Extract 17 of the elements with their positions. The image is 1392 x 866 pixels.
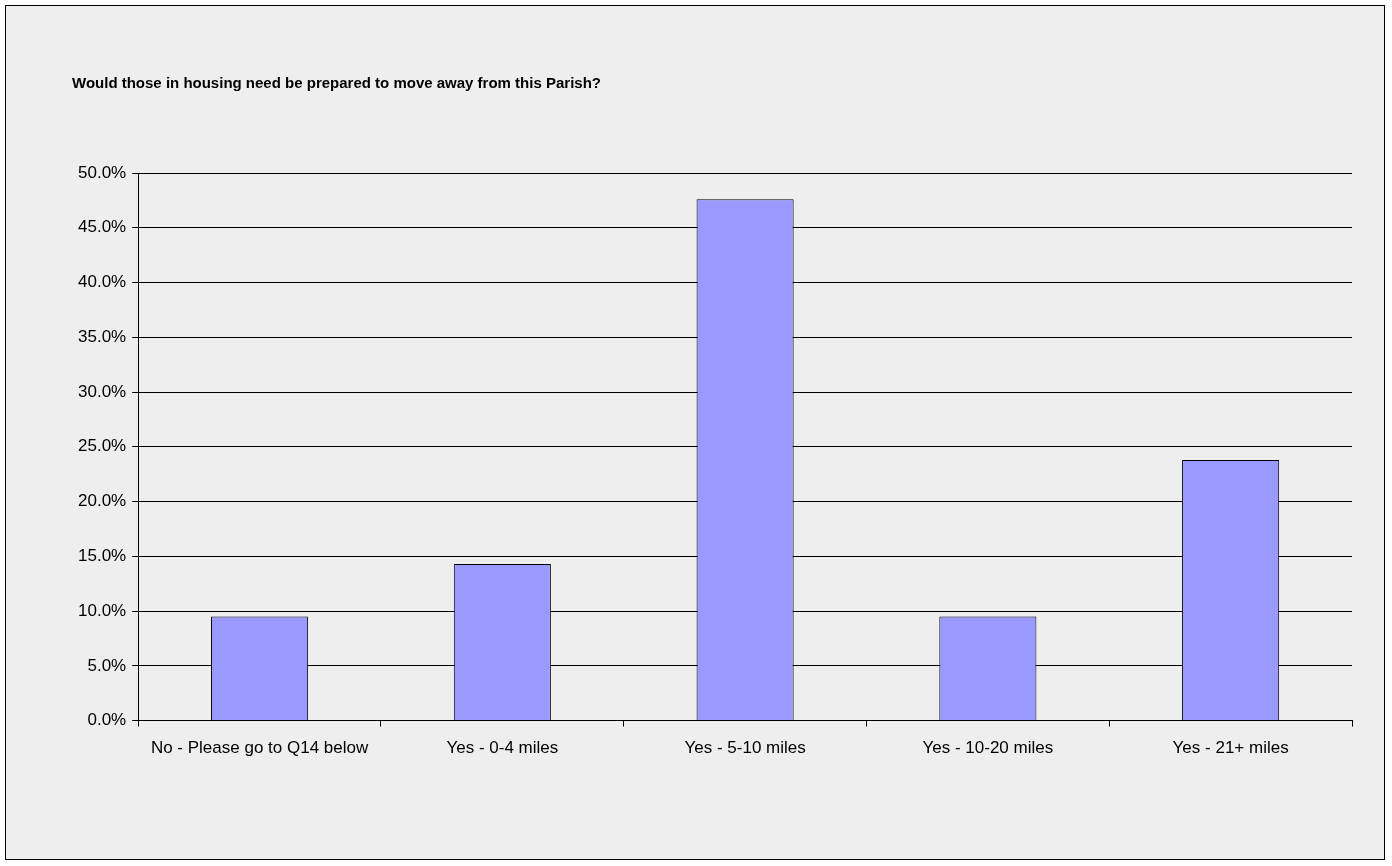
y-tick-label: 15.0% [78, 546, 127, 566]
y-tick-label: 10.0% [78, 600, 127, 620]
x-tick-label: Yes - 10-20 miles [922, 738, 1054, 758]
x-tick-label: Yes - 0-4 miles [446, 738, 559, 758]
y-tick-label: 20.0% [78, 491, 127, 511]
y-tick-label: 5.0% [87, 655, 127, 675]
y-tick-label: 45.0% [78, 217, 127, 237]
x-tick-label: Yes - 21+ miles [1172, 738, 1289, 758]
x-tick-label: Yes - 5-10 miles [684, 738, 806, 758]
chart-title: Would those in housing need be prepared to move away from this Parish? [72, 74, 601, 92]
y-tick-label: 0.0% [87, 710, 127, 730]
y-tick-label: 25.0% [78, 436, 127, 456]
y-tick-label: 50.0% [78, 162, 127, 182]
y-tick-label: 40.0% [78, 272, 127, 292]
y-tick-label: 35.0% [78, 326, 127, 346]
x-tick-label: No - Please go to Q14 below [150, 738, 369, 758]
y-tick-label: 30.0% [78, 381, 127, 401]
